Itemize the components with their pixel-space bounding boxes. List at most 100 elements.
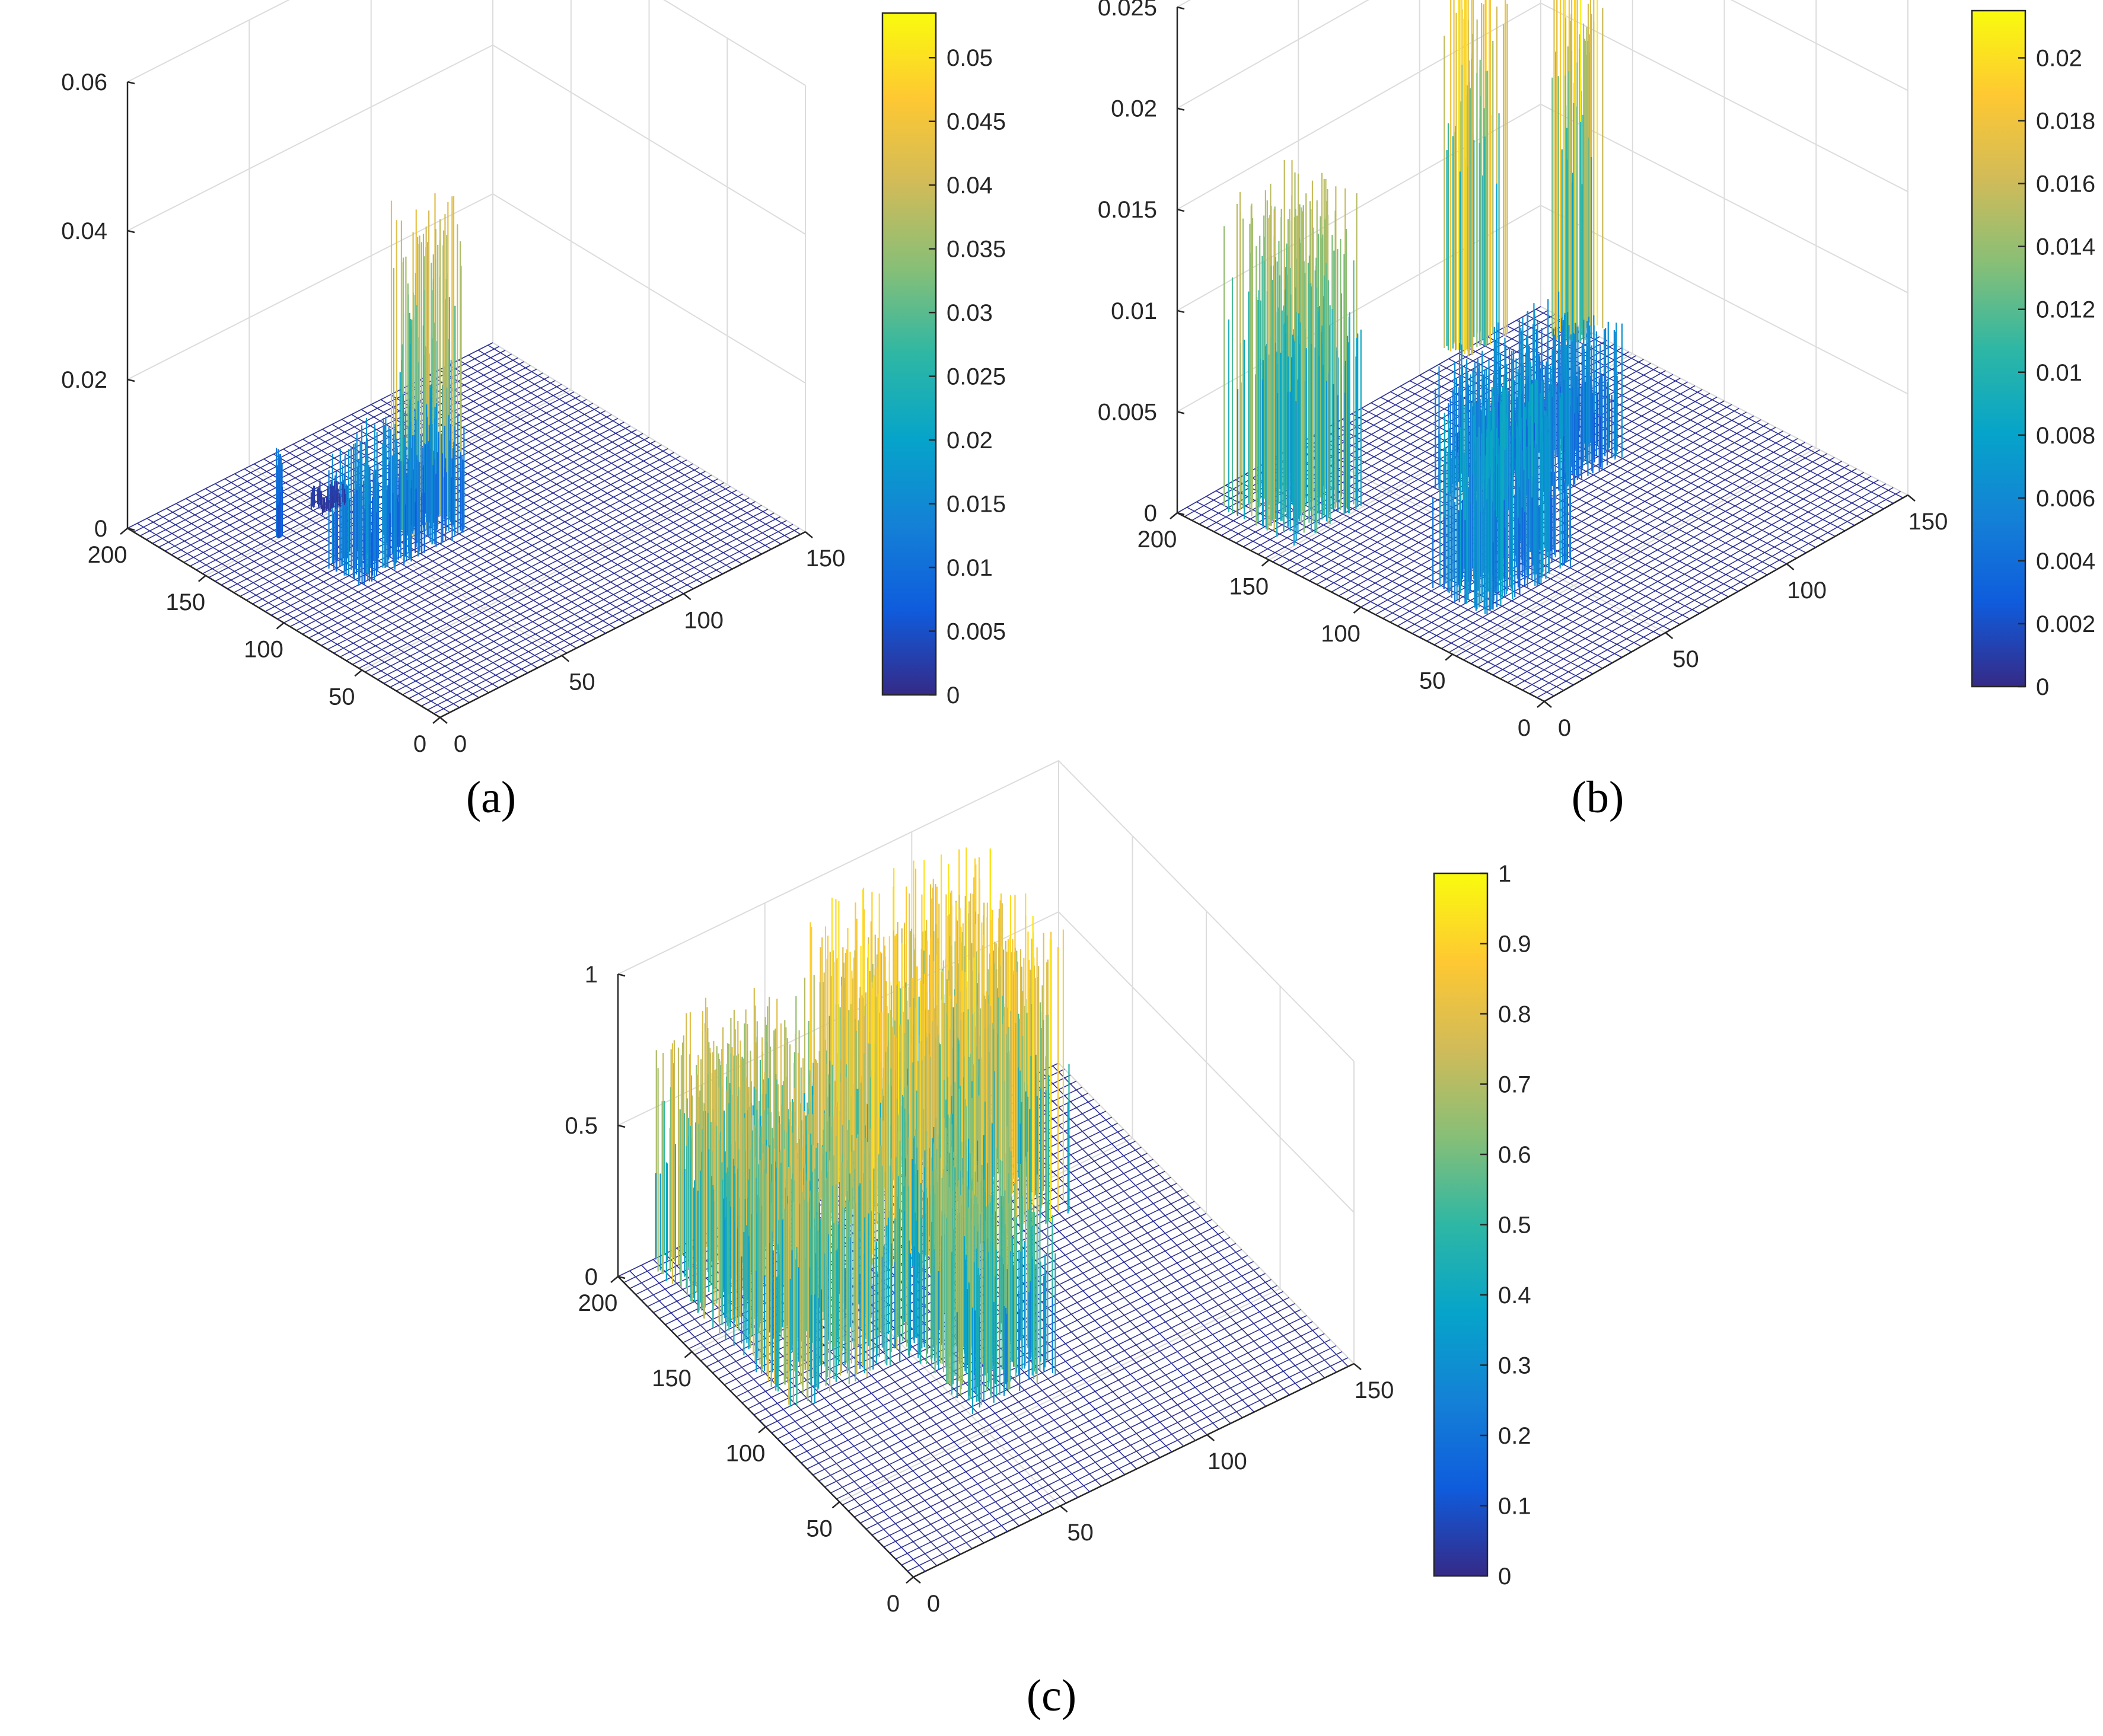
colorbar-tick-label: 0.04 (947, 173, 993, 199)
surface-floor-line (339, 471, 706, 658)
surface-floor-line (333, 467, 700, 654)
surface-floor-line (352, 478, 718, 665)
y-tick-mark (120, 528, 128, 535)
surface-floor-line (1478, 461, 1842, 668)
surface-floor-line (377, 493, 743, 680)
surface-floor-line (1441, 442, 1806, 649)
colorbar-tick-label: 1 (1498, 861, 1511, 887)
z-tick-mark (127, 229, 135, 234)
surface-floor-line (801, 1249, 1242, 1464)
x-axis-line (913, 1362, 1355, 1578)
colorbar-tick-label: 0.015 (947, 492, 1006, 518)
z-tick-label: 0 (94, 516, 107, 542)
z-tick-label: 0.04 (61, 218, 107, 244)
x-axis-line (1544, 494, 1908, 703)
z-tick-mark (1177, 6, 1185, 10)
panel-c-colorbar: 0 0.1 0.2 0.3 0.4 0.5 0.6 0.7 0.8 0.9 1 (1433, 861, 1531, 1590)
x-tick-mark (683, 593, 692, 601)
colorbar-tick-label: 0.9 (1498, 931, 1531, 958)
colorbar-tick-label: 0.016 (2036, 171, 2095, 197)
colorbar-tick-label: 0.3 (1498, 1353, 1531, 1379)
surface-floor-line (1485, 464, 1850, 672)
panel-a: 0 0.02 0.04 0.06 0 50 100 150 0 50 100 150 200 0 0.… (61, 0, 1006, 822)
colorbar-tick-label: 0.2 (1498, 1423, 1531, 1449)
x-tick-label: 100 (1207, 1448, 1247, 1475)
z-tick-mark (1177, 411, 1185, 414)
x-tick-mark (805, 531, 813, 538)
colorbar-tick-label: 0.006 (2036, 486, 2095, 512)
z-tick-label: 0.02 (1111, 96, 1157, 122)
surface-floor-line (907, 1357, 1349, 1572)
x-axis-line (439, 531, 806, 719)
surface-floor-line (1184, 309, 1548, 518)
surface-floor-line (1515, 479, 1879, 687)
panel-b: 0 0.005 0.01 0.015 0.02 0.025 0 50 100 150 0 50 10… (1098, 0, 2095, 822)
panel-c-z-axis: 00.51 (565, 962, 626, 1290)
grid-line-z-1 (127, 193, 806, 384)
surface-floor-line (265, 425, 631, 612)
panel-c-surface-plot (617, 847, 1355, 1578)
y-tick-mark (1353, 607, 1362, 614)
y-tick-mark (1170, 512, 1178, 519)
surface-floor-line (1433, 438, 1798, 646)
z-tick-label: 0.5 (565, 1113, 598, 1139)
panel-a-caption: (a) (466, 773, 516, 822)
surface-floor-line (190, 380, 556, 567)
colorbar-tick-label: 0.002 (2036, 611, 2095, 637)
y-tick-mark (1261, 559, 1270, 567)
surface-floor-line (346, 474, 712, 662)
colorbar-tick-label: 0.6 (1498, 1142, 1531, 1168)
surface-floor-line (1411, 426, 1776, 634)
y-tick-mark (610, 1276, 619, 1283)
grid-line-y-0 (1544, 0, 1908, 702)
x-tick-label: 50 (1067, 1520, 1094, 1546)
x-tick-mark (1665, 632, 1674, 639)
surface-floor-line (308, 452, 675, 639)
surface-floor-line (283, 436, 649, 624)
colorbar-tick-label: 0.045 (947, 109, 1006, 135)
x-tick-label: 150 (806, 545, 846, 572)
surface-floor-line (854, 1303, 1295, 1518)
surface-floor-line (383, 497, 750, 684)
x-tick-mark (1786, 563, 1795, 570)
surface-floor-line (358, 482, 725, 669)
colorbar-tick-label: 0.018 (2036, 108, 2095, 135)
y-tick-mark (432, 717, 441, 724)
panel-b-surface-plot (1177, 0, 1908, 702)
z-tick-label: 0.06 (61, 69, 107, 95)
z-tick-label: 0 (585, 1264, 598, 1290)
colorbar-tick-label: 0.02 (947, 427, 993, 454)
colorbar-tick-label: 0.4 (1498, 1282, 1531, 1309)
surface-floor-line (434, 527, 799, 714)
surface-floor-line (842, 1291, 1283, 1506)
surface-floor-line (1507, 476, 1872, 683)
x-tick-mark (1059, 1505, 1068, 1512)
surface-floor-line (818, 1267, 1260, 1482)
y-tick-label: 100 (244, 637, 283, 663)
colorbar-frame (881, 12, 937, 696)
surface-floor-line (883, 1333, 1325, 1548)
surface-floor-line (1419, 430, 1783, 638)
surface-floor-line (371, 490, 737, 676)
x-tick-mark (1353, 1363, 1362, 1370)
surface-floor-line (296, 444, 662, 631)
y-tick-label: 50 (1419, 668, 1446, 694)
surface-floor-line (396, 505, 762, 692)
surface-floor-line (1537, 490, 1901, 698)
z-tick-mark (1177, 309, 1185, 314)
colorbar-gradient (1434, 873, 1487, 1576)
surface-floor-line (1448, 445, 1813, 653)
y-tick-label: 50 (806, 1515, 833, 1542)
surface-floor-line (327, 463, 693, 650)
colorbar-tick-label: 0.004 (2036, 548, 2095, 575)
surface-floor-line (1456, 449, 1820, 657)
surface-floor-line (895, 1345, 1337, 1560)
surface-floor-line (1492, 468, 1857, 676)
y-tick-label: 200 (578, 1290, 618, 1316)
y-tick-label: 150 (1229, 574, 1269, 600)
x-tick-label: 0 (1558, 715, 1571, 741)
z-tick-mark (1177, 208, 1185, 212)
surface-floor-line (302, 448, 668, 635)
x-tick-mark (1907, 494, 1916, 502)
surface-floor-line (865, 1315, 1307, 1530)
